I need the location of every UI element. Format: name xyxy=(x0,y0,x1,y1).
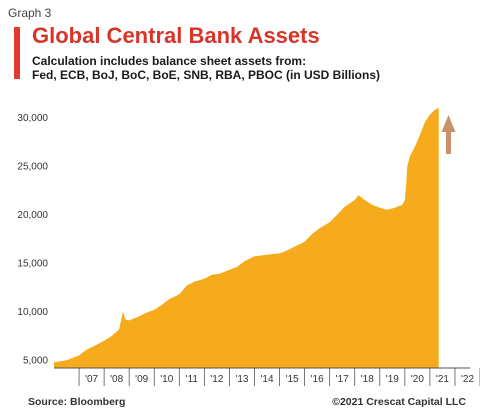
x-tick-label: '22 xyxy=(461,374,474,385)
x-tick-label: '09 xyxy=(135,374,148,385)
y-tick-label: 30,000 xyxy=(17,113,48,124)
x-tick-label: '20 xyxy=(411,374,424,385)
x-tick-label: '11 xyxy=(186,374,199,385)
x-tick-label: '15 xyxy=(286,374,299,385)
x-tick-label: '12 xyxy=(210,374,223,385)
up-arrow-icon xyxy=(441,115,456,154)
x-tick-label: '21 xyxy=(436,374,449,385)
x-tick-label: '16 xyxy=(311,374,324,385)
y-tick-label: 15,000 xyxy=(17,259,48,270)
copyright-note: ©2021 Crescat Capital LLC xyxy=(332,396,466,408)
x-tick-label: '18 xyxy=(361,374,374,385)
y-tick-label: 25,000 xyxy=(17,162,48,173)
x-tick-label: '17 xyxy=(336,374,349,385)
assets-area-series xyxy=(54,107,439,369)
y-tick-label: 20,000 xyxy=(17,210,48,221)
y-tick-label: 10,000 xyxy=(17,307,48,318)
x-tick-label: '10 xyxy=(160,374,173,385)
x-tick-label: '14 xyxy=(260,374,273,385)
graph-label: Graph 3 xyxy=(8,6,52,20)
x-tick-label: '19 xyxy=(386,374,399,385)
chart-subtitle-line2: Fed, ECB, BoJ, BoC, BoE, SNB, RBA, PBOC … xyxy=(32,68,381,82)
title-accent-bar xyxy=(14,27,20,79)
chart-title: Global Central Bank Assets xyxy=(32,23,320,48)
x-tick-label: '07 xyxy=(85,374,98,385)
x-tick-label: '08 xyxy=(110,374,123,385)
y-tick-label: 5,000 xyxy=(23,356,48,367)
y-axis: 5,000 10,000 15,000 20,000 25,000 30,000 xyxy=(17,113,48,367)
x-tick-label: '13 xyxy=(235,374,248,385)
x-axis: '07 '08 '09 '10 '11 '12 '13 '14 '15 '16 '17 '18 '19 '… xyxy=(54,367,480,386)
source-note: Source: Bloomberg xyxy=(28,396,126,408)
chart-subtitle-line1: Calculation includes balance sheet asset… xyxy=(32,54,307,68)
